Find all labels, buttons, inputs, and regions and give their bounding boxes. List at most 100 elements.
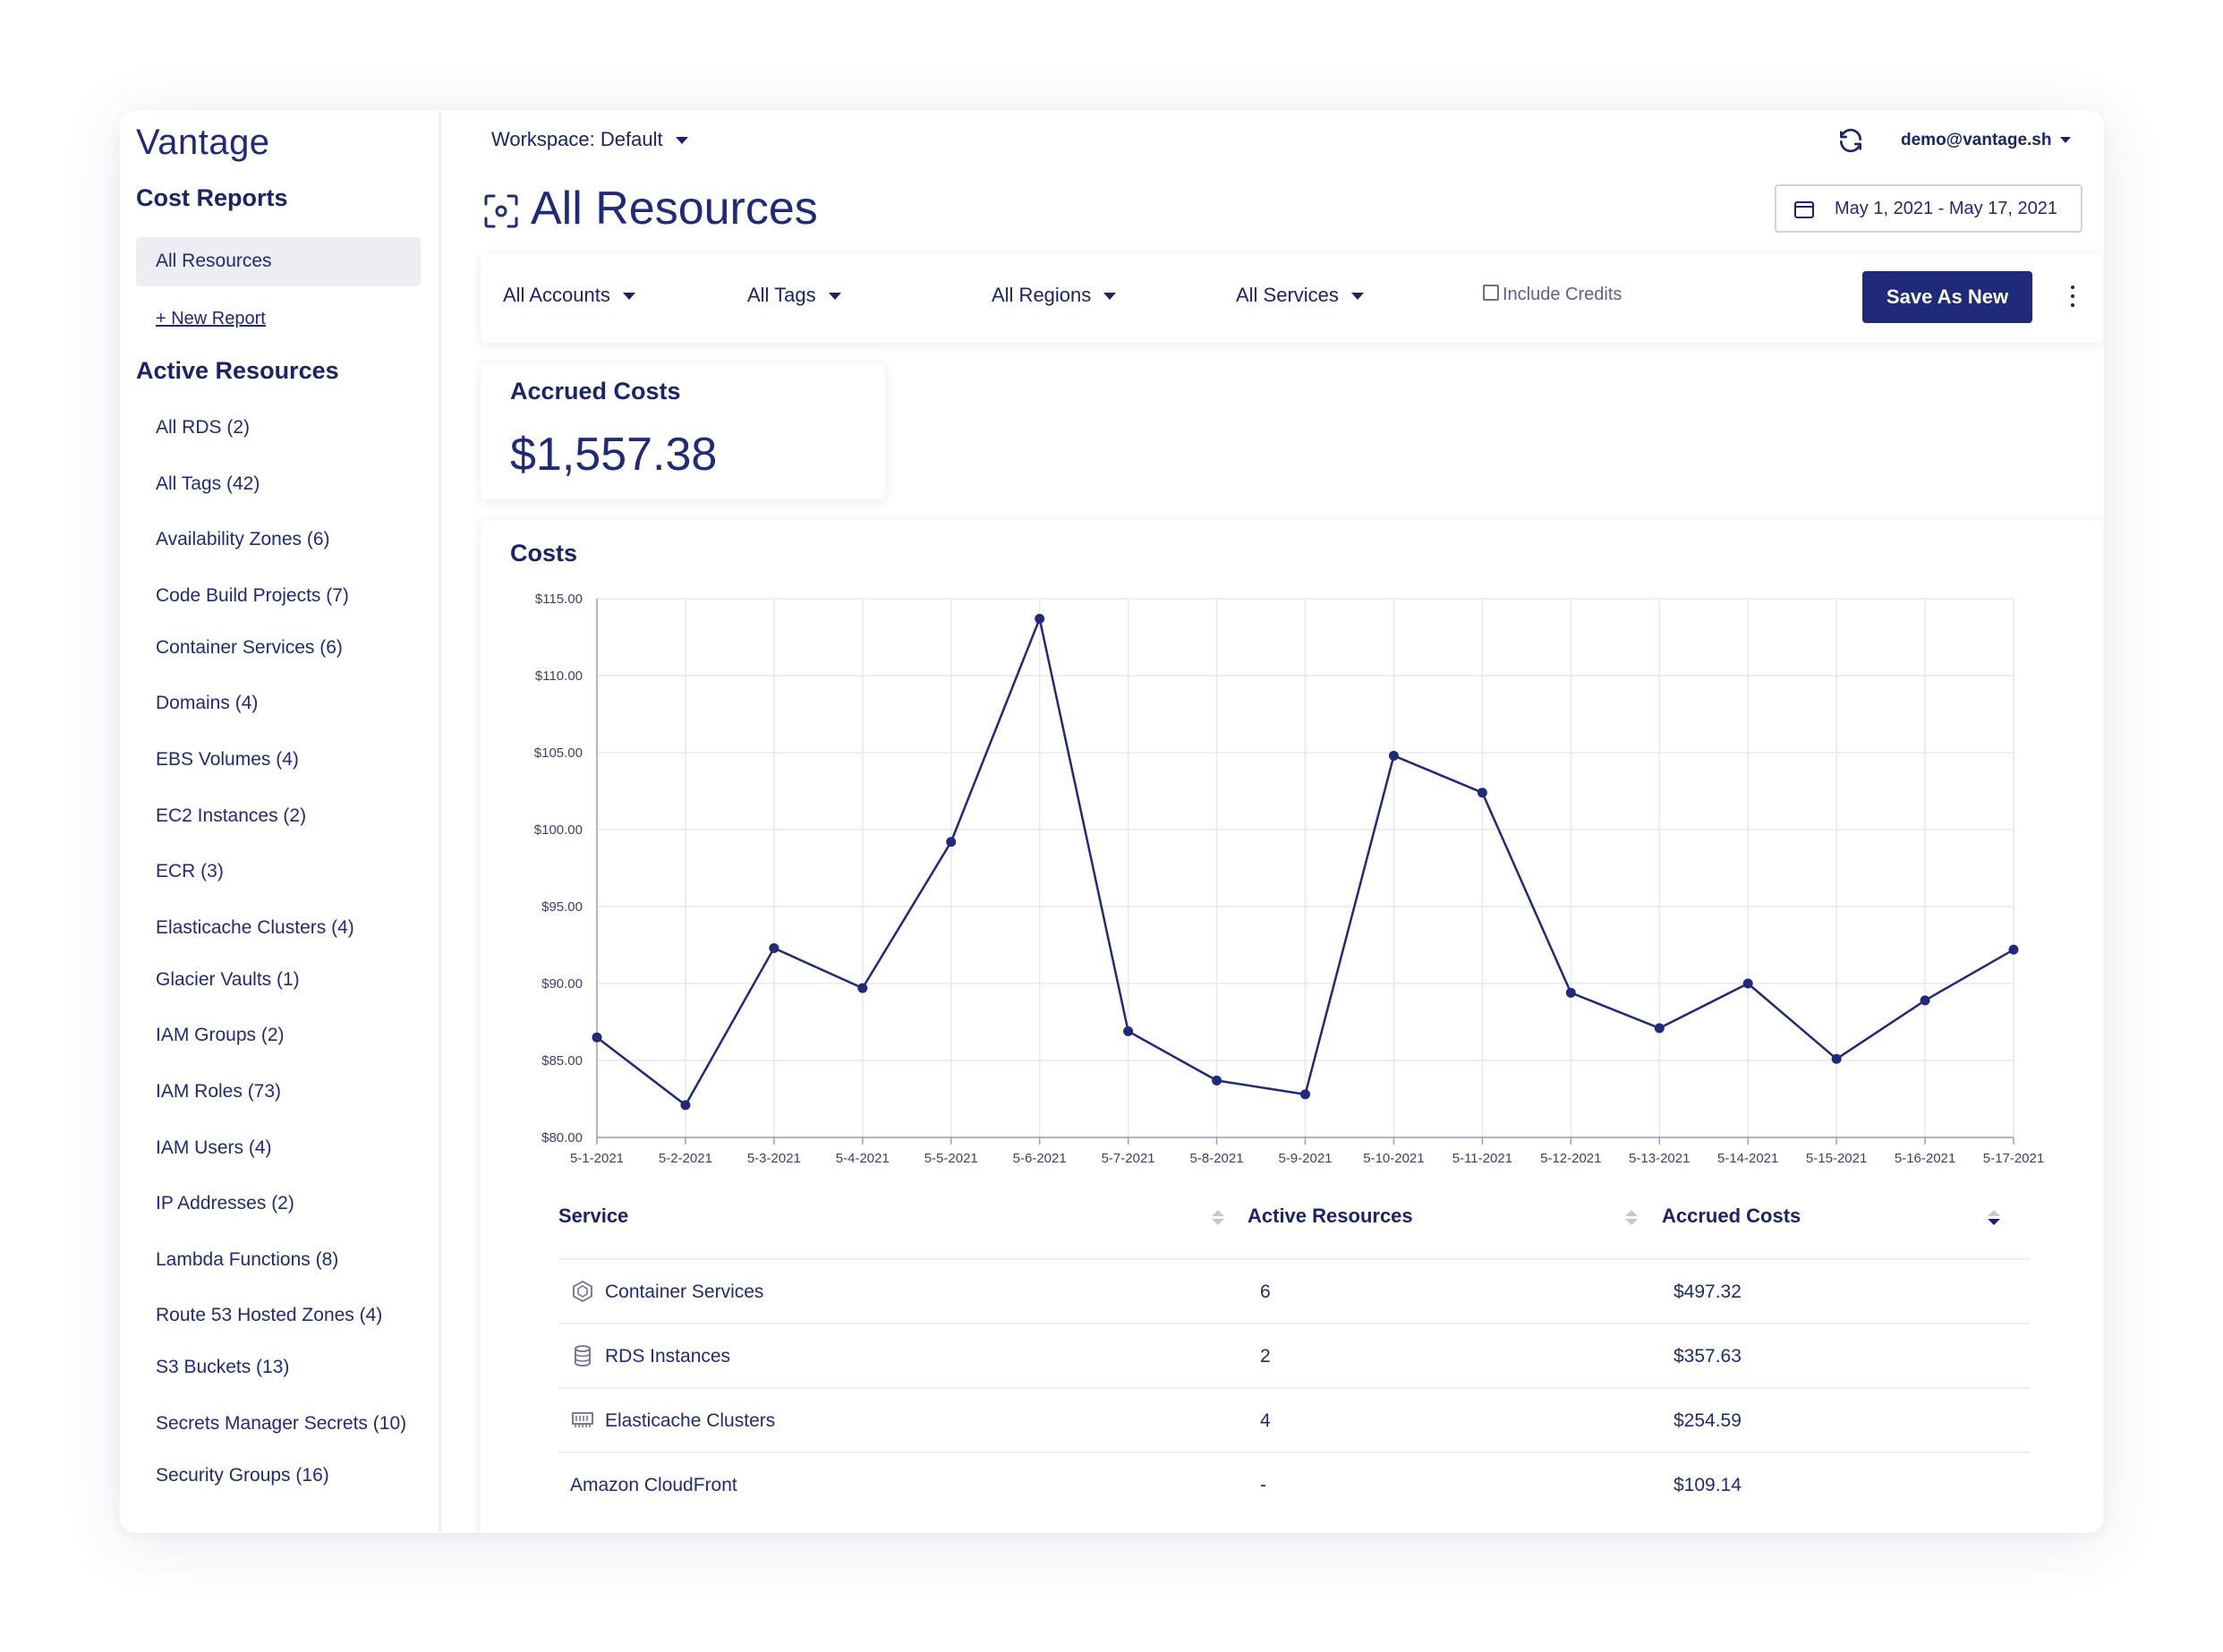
- costs-card: Costs $80.00 $85.00 $90.00 $95.00 $100.00 $10…: [481, 520, 2103, 1533]
- data-point: [1123, 1026, 1134, 1036]
- cache-cluster-icon: [571, 1409, 594, 1432]
- y-tick-label: $90.00: [541, 976, 583, 992]
- x-tick-label: 5-2-2021: [659, 1151, 712, 1164]
- regions-filter-label: All Regions: [992, 284, 1092, 306]
- x-tick-label: 5-11-2021: [1452, 1151, 1512, 1164]
- sidebar-resource-item[interactable]: Lambda Functions (8): [156, 1248, 339, 1270]
- sidebar-resource-item[interactable]: EC2 Instances (2): [156, 805, 307, 826]
- accrued-costs-label: Accrued Costs: [510, 378, 681, 404]
- costs-line-chart: $80.00 $85.00 $90.00 $95.00 $100.00 $105.00 $1…: [534, 592, 2044, 1164]
- sidebar-resource-item[interactable]: IAM Roles (73): [156, 1080, 282, 1102]
- sidebar-resource-item[interactable]: EBS Volumes (4): [156, 748, 299, 770]
- sidebar-resource-item[interactable]: IP Addresses (2): [156, 1193, 294, 1214]
- accounts-filter-label: All Accounts: [503, 284, 610, 306]
- x-tick-label: 5-17-2021: [1983, 1151, 2044, 1164]
- column-header-accrued-costs[interactable]: Accrued Costs: [1662, 1205, 1801, 1227]
- x-tick-label: 5-9-2021: [1278, 1151, 1332, 1164]
- sidebar-resource-item[interactable]: All Tags (42): [156, 473, 260, 494]
- x-tick-label: 5-8-2021: [1190, 1151, 1244, 1164]
- column-header-service[interactable]: Service: [558, 1205, 629, 1227]
- sort-service-icon[interactable]: [1212, 1210, 1224, 1228]
- x-tick-label: 5-1-2021: [570, 1151, 624, 1164]
- cost-reports-heading: Cost Reports: [136, 184, 288, 211]
- user-menu[interactable]: demo@vantage.sh: [1901, 131, 2072, 150]
- sidebar-resource-item[interactable]: Security Groups (16): [156, 1464, 329, 1486]
- sidebar: Vantage Cost Reports All Resources + New…: [120, 110, 441, 1533]
- column-header-active-resources[interactable]: Active Resources: [1248, 1205, 1413, 1227]
- y-tick-label: $100.00: [534, 822, 583, 838]
- accounts-filter-dropdown[interactable]: All Accounts: [503, 284, 635, 307]
- sidebar-resource-item[interactable]: S3 Buckets (13): [156, 1357, 290, 1378]
- sidebar-resource-item[interactable]: IAM Users (4): [156, 1137, 272, 1158]
- data-point: [946, 837, 957, 847]
- focus-icon: [484, 194, 518, 228]
- sidebar-resource-item[interactable]: Container Services (6): [156, 636, 343, 658]
- table-row[interactable]: Container Services 6 $497.32: [558, 1258, 2030, 1324]
- service-name-cell: Amazon CloudFront: [570, 1475, 737, 1495]
- data-point: [1920, 995, 1930, 1006]
- workspace-dropdown[interactable]: Workspace: Default: [491, 128, 688, 151]
- date-range-picker[interactable]: May 1, 2021 - May 17, 2021: [1775, 184, 2082, 233]
- checkbox-box[interactable]: [1483, 285, 1499, 301]
- x-tick-label: 5-14-2021: [1717, 1151, 1778, 1164]
- sidebar-resource-item[interactable]: Route 53 Hosted Zones (4): [156, 1305, 383, 1326]
- more-options-icon[interactable]: [2066, 280, 2079, 316]
- services-filter-dropdown[interactable]: All Services: [1236, 284, 1364, 307]
- sort-accrued-costs-icon[interactable]: [1988, 1210, 2000, 1228]
- service-name-cell: RDS Instances: [605, 1346, 731, 1367]
- table-row[interactable]: Elasticache Clusters 4 $254.59: [558, 1387, 2030, 1453]
- sidebar-item-all-resources[interactable]: All Resources: [136, 237, 421, 286]
- data-point: [1742, 978, 1753, 989]
- data-point: [769, 942, 779, 953]
- sidebar-resource-item[interactable]: IAM Groups (2): [156, 1025, 285, 1046]
- brand-logo[interactable]: Vantage: [136, 123, 270, 162]
- x-tick-label: 5-10-2021: [1363, 1151, 1424, 1164]
- data-point: [2008, 944, 2019, 955]
- sidebar-resource-item[interactable]: Secrets Manager Secrets (10): [156, 1412, 407, 1434]
- sidebar-resource-item[interactable]: Glacier Vaults (1): [156, 968, 300, 990]
- filter-bar: All Accounts All Tags All Regions All Se…: [481, 253, 2103, 343]
- active-resources-cell: 4: [1260, 1410, 1271, 1431]
- chevron-down-icon: [1350, 293, 1364, 301]
- x-tick-label: 5-7-2021: [1102, 1151, 1155, 1164]
- service-name-cell: Container Services: [605, 1282, 764, 1302]
- x-tick-label: 5-12-2021: [1540, 1151, 1601, 1164]
- include-credits-label: Include Credits: [1503, 285, 1623, 304]
- y-tick-label: $105.00: [534, 745, 583, 761]
- regions-filter-dropdown[interactable]: All Regions: [992, 284, 1117, 307]
- y-tick-label: $85.00: [541, 1053, 583, 1069]
- data-point: [1831, 1053, 1842, 1064]
- x-tick-label: 5-5-2021: [924, 1151, 978, 1164]
- sidebar-resource-item[interactable]: Elasticache Clusters (4): [156, 916, 354, 938]
- sort-active-resources-icon[interactable]: [1625, 1210, 1638, 1228]
- data-point: [680, 1100, 691, 1111]
- table-row[interactable]: RDS Instances 2 $357.63: [558, 1323, 2030, 1389]
- new-report-link[interactable]: + New Report: [156, 309, 266, 328]
- save-as-new-button[interactable]: Save As New: [1862, 271, 2032, 323]
- sidebar-resource-item[interactable]: All RDS (2): [156, 417, 251, 438]
- chevron-down-icon: [1103, 293, 1117, 301]
- data-point: [1388, 750, 1399, 761]
- sidebar-resource-item[interactable]: Domains (4): [156, 693, 259, 714]
- data-point: [592, 1032, 602, 1043]
- chevron-down-icon: [622, 293, 635, 301]
- active-resources-cell: -: [1260, 1475, 1266, 1495]
- data-point: [1654, 1023, 1665, 1034]
- accrued-costs-cell: $357.63: [1674, 1346, 1742, 1367]
- include-credits-checkbox[interactable]: Include Credits: [1483, 285, 1622, 305]
- active-resources-heading: Active Resources: [136, 357, 339, 384]
- accrued-costs-card: Accrued Costs $1,557.38: [481, 363, 885, 499]
- refresh-icon[interactable]: [1836, 126, 1865, 155]
- sidebar-resource-item[interactable]: Code Build Projects (7): [156, 584, 349, 606]
- database-icon: [571, 1344, 594, 1367]
- table-row[interactable]: Amazon CloudFront - $109.14: [558, 1452, 2030, 1518]
- sidebar-item-label: All Resources: [156, 251, 272, 271]
- tags-filter-dropdown[interactable]: All Tags: [747, 284, 841, 307]
- sidebar-resource-item[interactable]: ECR (3): [156, 861, 224, 882]
- y-tick-label: $95.00: [541, 899, 583, 915]
- sidebar-resource-item[interactable]: Availability Zones (6): [156, 529, 330, 550]
- service-name-cell: Elasticache Clusters: [605, 1410, 776, 1431]
- data-point: [1477, 788, 1487, 798]
- chevron-down-icon: [2060, 137, 2072, 144]
- costs-title: Costs: [510, 540, 578, 566]
